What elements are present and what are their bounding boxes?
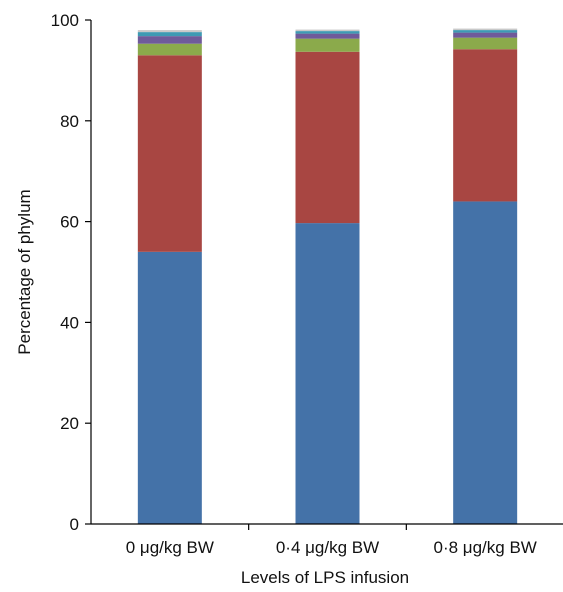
y-axis-ticks: 0 20 40 60 80 100 bbox=[51, 11, 91, 534]
x-axis-ticks: 0 μg/kg BW 0·4 μg/kg BW 0·8 μg/kg BW bbox=[126, 524, 537, 557]
bar-segment-3-3 bbox=[453, 37, 518, 50]
y-axis-title: Percentage of phylum bbox=[15, 189, 34, 354]
bar-segment-3-6 bbox=[453, 28, 518, 31]
bar-segment-2-1 bbox=[295, 223, 360, 525]
bar-segment-3-4 bbox=[453, 32, 518, 38]
bar-segment-1-2 bbox=[137, 55, 202, 252]
y-tick-label: 60 bbox=[60, 213, 79, 232]
y-tick-label: 80 bbox=[60, 112, 79, 131]
bar-segment-3-5 bbox=[453, 30, 518, 33]
bar-segment-2-5 bbox=[295, 31, 360, 34]
bar-segment-2-6 bbox=[295, 29, 360, 32]
bar-segment-2-3 bbox=[295, 38, 360, 52]
y-tick-label: 0 bbox=[70, 515, 79, 534]
bar-segment-1-1 bbox=[137, 251, 202, 524]
bar-segment-3-1 bbox=[453, 201, 518, 524]
bars-group bbox=[137, 28, 518, 525]
y-tick-label: 20 bbox=[60, 414, 79, 433]
x-axis-title: Levels of LPS infusion bbox=[241, 568, 409, 587]
bar-segment-3-2 bbox=[453, 49, 518, 202]
y-tick-label: 100 bbox=[51, 11, 79, 30]
bar-segment-1-4 bbox=[137, 36, 202, 44]
y-tick-label: 40 bbox=[60, 313, 79, 332]
bar-segment-1-5 bbox=[137, 32, 202, 37]
x-tick-label: 0·4 μg/kg BW bbox=[276, 538, 379, 557]
bar-segment-1-3 bbox=[137, 43, 202, 56]
x-tick-label: 0 μg/kg BW bbox=[126, 538, 214, 557]
bar-segment-2-4 bbox=[295, 33, 360, 39]
x-tick-label: 0·8 μg/kg BW bbox=[434, 538, 537, 557]
bar-segment-1-6 bbox=[137, 30, 202, 33]
bar-segment-2-2 bbox=[295, 51, 360, 224]
